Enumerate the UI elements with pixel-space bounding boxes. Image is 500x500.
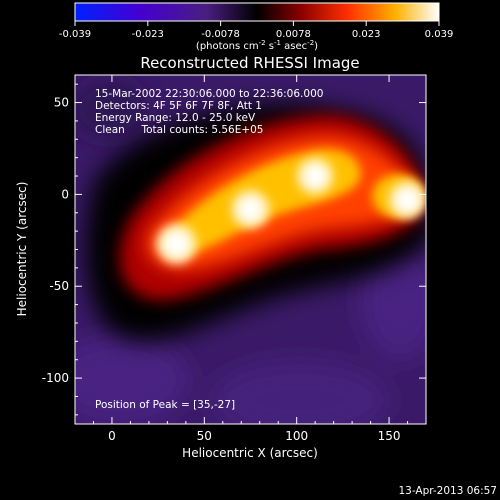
colorbar-tick-label: 0.0078 [276, 29, 311, 40]
emission-source-core [305, 166, 326, 187]
colorbar: -0.039 -0.023 -0.0078 0.0078 0.023 0.039 (pho… [59, 2, 453, 52]
y-tick-label: 50 [54, 96, 69, 110]
x-tick-label: 50 [197, 429, 212, 443]
chart-title: Reconstructed RHESSI Image [140, 54, 359, 72]
x-tick-label: 150 [378, 429, 401, 443]
peak-position-label: Position of Peak = [35,-27] [95, 399, 235, 411]
info-line-time: 15-Mar-2002 22:30:06.000 to 22:36:06.000 [95, 88, 323, 100]
x-tick-label: 100 [285, 429, 308, 443]
emission-sources [156, 157, 426, 264]
colorbar-tick-label: -0.039 [59, 29, 91, 40]
colorbar-units: (photons cm-2 s-1 asec-2) [196, 39, 318, 52]
colorbar-gradient [74, 2, 440, 22]
emission-source-core [397, 189, 418, 211]
emission-source-core [165, 232, 188, 255]
footer-date: 13-Apr-2013 06:57 [398, 485, 497, 497]
info-block: 15-Mar-2002 22:30:06.000 to 22:36:06.000… [95, 88, 323, 136]
background-texture [75, 80, 426, 424]
colorbar-tick-label: 0.039 [425, 29, 454, 40]
colorbar-tick-label: -0.0078 [201, 29, 240, 40]
source-cores [156, 157, 426, 264]
y-tick-label: -100 [42, 371, 69, 385]
y-tick-label: -50 [49, 279, 69, 293]
heatmap-image [75, 75, 426, 424]
info-line-energy: Energy Range: 12.0 - 25.0 keV [95, 112, 256, 124]
info-line-counts: Clean Total counts: 5.56E+05 [95, 124, 264, 136]
y-axis-ticks: 50 0 -50 -100 [42, 83, 426, 416]
x-tick-label: 0 [108, 429, 116, 443]
y-axis-label: Heliocentric Y (arcsec) [15, 182, 29, 317]
colorbar-ticks: -0.039 -0.023 -0.0078 0.0078 0.023 0.039 [59, 21, 453, 40]
y-tick-label: 0 [61, 187, 69, 201]
colorbar-tick-label: 0.023 [352, 29, 381, 40]
colorbar-tick-label: -0.023 [132, 29, 164, 40]
x-axis-ticks: 0 50 100 150 [92, 75, 427, 443]
info-line-detectors: Detectors: 4F 5F 6F 7F 8F, Att 1 [95, 100, 262, 112]
x-axis-label: Heliocentric X (arcsec) [182, 446, 318, 460]
emission-source-core [240, 198, 261, 220]
